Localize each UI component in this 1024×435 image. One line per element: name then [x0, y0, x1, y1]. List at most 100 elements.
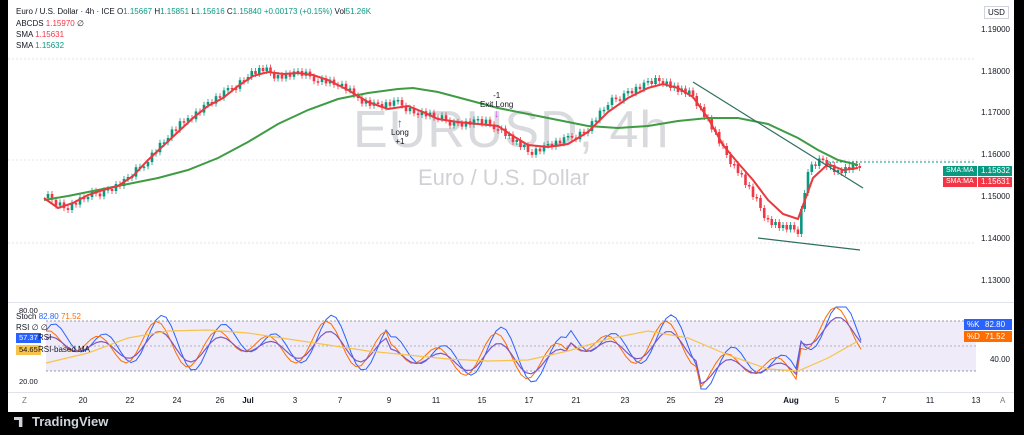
auto-scale-button[interactable]: A	[1000, 396, 1006, 405]
change-value: +0.00173 (+0.15%)	[263, 7, 333, 16]
candle-body	[598, 110, 602, 121]
long-signal[interactable]: ↑ Long +1	[391, 116, 409, 146]
candle-body	[344, 83, 348, 91]
symbol-title[interactable]: Euro / U.S. Dollar · 4h · ICE	[16, 7, 115, 16]
slow-ma-tag: SMA:MA	[943, 166, 977, 176]
stoch-legend[interactable]: Stoch 82.80 71.52	[16, 312, 81, 321]
candle-body	[858, 166, 861, 168]
rsi-ma-tag-label: RSI-based MA	[38, 345, 91, 354]
exit-arrow-icon: ↓	[493, 108, 500, 120]
candle-body	[404, 105, 408, 112]
candle-body	[86, 197, 90, 200]
indicator-sma-fast[interactable]: SMA 1.15631	[16, 30, 65, 39]
time-label: 21	[571, 396, 581, 405]
d-value: 71.52	[982, 331, 1012, 342]
exit-long-signal[interactable]: -1 Exit Long ↓	[480, 91, 514, 120]
candle-body	[142, 166, 146, 168]
rsi-value-tag: 57.37	[16, 333, 41, 343]
price-chart	[8, 58, 976, 251]
candle-body	[492, 124, 496, 130]
rsi-legend[interactable]: RSI ∅ ∅	[16, 323, 48, 332]
candle-body	[276, 75, 280, 79]
candle-body	[222, 90, 226, 98]
candle-body	[476, 119, 480, 121]
candle-body	[538, 148, 542, 152]
candle-body	[324, 78, 328, 84]
time-label: 17	[524, 396, 534, 405]
time-label: 11	[431, 396, 441, 405]
currency-button[interactable]: USD	[984, 6, 1009, 19]
footer-bar: TradingView	[0, 412, 1024, 435]
candle-body	[638, 86, 642, 90]
candle-body	[392, 100, 396, 106]
candle-body	[288, 73, 292, 77]
candle-body	[380, 104, 384, 108]
candle-body	[320, 78, 324, 82]
candle-body	[102, 190, 106, 197]
fast-ma-value: 1.15631	[978, 177, 1012, 187]
candle-body	[280, 75, 284, 79]
time-label: 22	[125, 396, 135, 405]
candle-body	[352, 88, 356, 96]
indicator-sma-slow[interactable]: SMA 1.15632	[16, 41, 65, 50]
candle-body	[630, 91, 634, 94]
candle-body	[530, 152, 534, 155]
candle-body	[214, 96, 218, 104]
zoom-corner-left[interactable]: Z	[22, 396, 27, 405]
candle-body	[618, 99, 622, 101]
candle-body	[504, 128, 507, 136]
fast-ma-tag: SMA:MA	[943, 177, 977, 187]
candle-body	[400, 100, 404, 106]
candle-body	[747, 185, 751, 187]
chart-area[interactable]: Euro / U.S. Dollar · 4h · ICE O1.15667 H…	[8, 0, 1014, 412]
candle-body	[78, 197, 82, 205]
candle-body	[272, 73, 276, 79]
candle-body	[642, 82, 646, 90]
time-label: 11	[925, 396, 935, 405]
candle-body	[606, 105, 610, 110]
tradingview-logo[interactable]: TradingView	[14, 414, 108, 429]
candle-body	[488, 119, 492, 125]
time-axis-divider	[8, 392, 1014, 393]
candle-body	[348, 88, 352, 91]
candle-body	[376, 102, 380, 104]
candle-body	[146, 162, 150, 167]
candle-body	[661, 81, 665, 84]
candle-body	[58, 202, 62, 206]
time-label: 15	[477, 396, 487, 405]
candle-body	[594, 120, 598, 122]
candle-body	[751, 186, 755, 197]
candle-body	[162, 142, 166, 144]
candle-body	[626, 91, 630, 94]
price-gridlines	[8, 58, 976, 244]
candle-body	[774, 222, 777, 225]
slow-ma-value: 1.15632	[978, 166, 1012, 176]
candle-body	[817, 158, 821, 166]
candle-body	[448, 120, 452, 126]
candle-body	[452, 121, 456, 126]
time-label: Jul	[242, 396, 254, 405]
candle-body	[340, 83, 344, 86]
candle-body	[602, 109, 606, 112]
candle-body	[496, 129, 500, 131]
candle-body	[416, 113, 420, 115]
candle-body	[82, 197, 86, 200]
candle-body	[800, 209, 803, 234]
oscillator-divider	[8, 302, 1014, 303]
candle-body	[269, 67, 272, 73]
candle-body	[230, 88, 234, 90]
stoch-k-line	[45, 306, 862, 390]
candle-body	[526, 145, 530, 152]
low-value: 1.15616	[195, 7, 225, 16]
candle-body	[460, 123, 464, 127]
candle-body	[74, 202, 78, 205]
candle-body	[578, 131, 582, 140]
fast-ma-line	[43, 70, 859, 221]
open-value: 1.15667	[123, 7, 153, 16]
candle-body	[265, 67, 269, 71]
indicator-abcds[interactable]: ABCDS 1.15970 ∅	[16, 19, 84, 28]
candle-body	[789, 225, 792, 230]
candle-body	[744, 174, 747, 185]
price-axis[interactable]: 1.19000 1.18000 1.17000 1.16000 1.15000 …	[981, 25, 1010, 364]
candle-body	[480, 119, 484, 124]
